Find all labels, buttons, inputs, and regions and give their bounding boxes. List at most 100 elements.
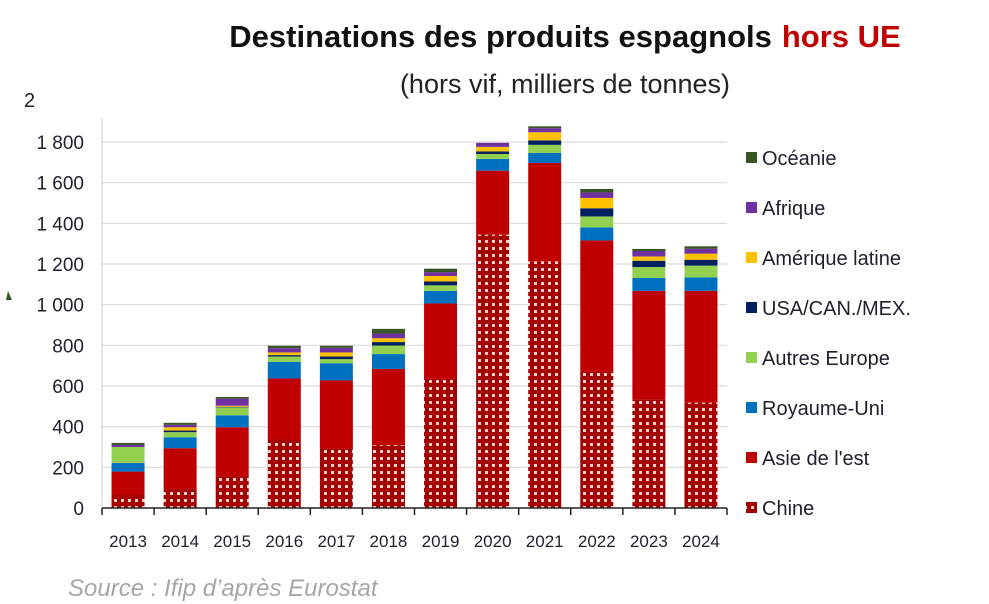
bar-segment-autres-europe <box>267 356 301 362</box>
legend-item: Chine <box>746 498 814 520</box>
x-tick-label: 2016 <box>265 532 303 551</box>
legend-item: Autres Europe <box>746 348 890 370</box>
bar-segment-amerique-latine <box>528 132 562 141</box>
bar-segment-usa-can-mex <box>371 342 405 346</box>
bar-segment-amerique-latine <box>476 146 510 152</box>
x-tick-label: 2023 <box>630 532 668 551</box>
y-tick-label: 1 400 <box>36 214 84 235</box>
y-tick-label: 1 200 <box>36 255 84 276</box>
legend-swatch <box>746 402 757 413</box>
x-tick-label: 2022 <box>578 532 616 551</box>
y-tick-label: 400 <box>52 418 84 439</box>
bar-segment-oceanie <box>528 126 562 129</box>
bar-stack-2015 <box>215 396 249 508</box>
bar-segment-autres-europe <box>111 447 145 463</box>
legend-swatch <box>746 502 757 513</box>
bar-segment-asie-de-l-est <box>476 170 510 235</box>
bar-segment-oceanie <box>632 248 666 251</box>
bar-segment-afrique <box>163 424 197 428</box>
bar-segment-royaume-uni <box>319 363 353 381</box>
bar-segment-chine <box>424 378 458 508</box>
bar-segment-royaume-uni <box>476 158 510 171</box>
bar-segment-chine <box>528 261 562 508</box>
x-tick-label: 2014 <box>161 532 199 551</box>
bar-segment-royaume-uni <box>371 354 405 369</box>
bar-segment-afrique <box>319 347 353 353</box>
bar-segment-usa-can-mex <box>267 355 301 357</box>
bar-segment-autres-europe <box>215 407 249 416</box>
bar-segment-amerique-latine <box>371 338 405 343</box>
legend: Océanie Afrique Amérique latine USA/CAN./ME… <box>746 148 911 520</box>
x-tick-label: 2019 <box>422 532 460 551</box>
bar-segment-royaume-uni <box>267 361 301 379</box>
bar-segment-oceanie <box>684 246 718 249</box>
bars <box>111 126 718 508</box>
bar-segment-afrique <box>684 248 718 254</box>
bar-segment-afrique <box>371 333 405 339</box>
legend-item: Amérique latine <box>746 248 901 270</box>
bar-segment-afrique <box>632 250 666 257</box>
bar-segment-usa-can-mex <box>163 430 197 433</box>
legend-label: Afrique <box>762 198 825 220</box>
bar-segment-asie-de-l-est <box>215 427 249 477</box>
bar-stack-2019 <box>424 268 458 508</box>
legend-label: USA/CAN./MEX. <box>762 298 911 320</box>
bar-segment-asie-de-l-est <box>580 240 614 372</box>
bar-stack-2016 <box>267 345 301 508</box>
x-tick-label: 2017 <box>317 532 355 551</box>
gridlines <box>101 118 727 508</box>
legend-item: Asie de l'est <box>746 448 870 470</box>
chart-title-main: Destinations des produits espagnols <box>229 19 772 54</box>
bar-segment-asie-de-l-est <box>371 368 405 446</box>
bar-segment-asie-de-l-est <box>111 471 145 495</box>
stray-triangle-icon <box>6 291 12 300</box>
bar-segment-chine <box>476 234 510 508</box>
bar-segment-oceanie <box>424 268 458 273</box>
legend-label: Océanie <box>762 148 837 170</box>
bar-segment-chine <box>632 399 666 508</box>
legend-swatch <box>746 452 757 463</box>
bar-segment-oceanie <box>163 422 197 425</box>
bar-segment-autres-europe <box>476 153 510 159</box>
legend-label: Amérique latine <box>762 248 901 270</box>
y-tick-label: 1 600 <box>36 174 84 195</box>
bar-segment-asie-de-l-est <box>267 378 301 440</box>
bar-segment-afrique <box>424 272 458 276</box>
bar-segment-autres-europe <box>424 285 458 291</box>
y-tick-label: 0 <box>73 499 84 520</box>
bar-segment-amerique-latine <box>319 352 353 357</box>
bar-segment-royaume-uni <box>215 415 249 428</box>
stray-axis-label: 2 <box>24 90 35 112</box>
bar-segment-usa-can-mex <box>684 259 718 266</box>
legend-item: Océanie <box>746 148 837 170</box>
bar-segment-amerique-latine <box>632 256 666 261</box>
x-tick-label: 2015 <box>213 532 251 551</box>
bar-segment-autres-europe <box>632 267 666 279</box>
legend-label: Autres Europe <box>762 348 890 370</box>
bar-segment-asie-de-l-est <box>163 448 197 490</box>
bar-segment-asie-de-l-est <box>319 380 353 449</box>
bar-segment-amerique-latine <box>163 427 197 431</box>
bar-stack-2024 <box>684 246 718 508</box>
y-tick-label: 800 <box>52 336 84 357</box>
x-tick-label: 2021 <box>526 532 564 551</box>
y-tick-label: 1 000 <box>36 296 84 317</box>
legend-swatch <box>746 152 757 163</box>
y-tick-label: 1 800 <box>36 133 84 154</box>
bar-segment-oceanie <box>111 442 145 445</box>
bar-segment-usa-can-mex <box>632 260 666 268</box>
bar-stack-2021 <box>528 126 562 508</box>
x-tick-label: 2013 <box>109 532 147 551</box>
bar-segment-autres-europe <box>163 432 197 438</box>
bar-segment-autres-europe <box>371 345 405 355</box>
bar-segment-oceanie <box>267 345 301 349</box>
legend-item: USA/CAN./MEX. <box>746 298 911 320</box>
chart-title-accent: hors UE <box>782 19 901 54</box>
y-axis-tick-labels: 0 200 400 600 800 1 000 1 200 1 400 1 600 1 800 <box>36 133 84 520</box>
bar-segment-chine <box>371 445 405 508</box>
bar-segment-chine <box>215 476 249 508</box>
x-tick-label: 2018 <box>370 532 408 551</box>
bar-segment-autres-europe <box>580 216 614 228</box>
legend-item: Afrique <box>746 198 825 220</box>
bar-segment-amerique-latine <box>215 405 249 407</box>
